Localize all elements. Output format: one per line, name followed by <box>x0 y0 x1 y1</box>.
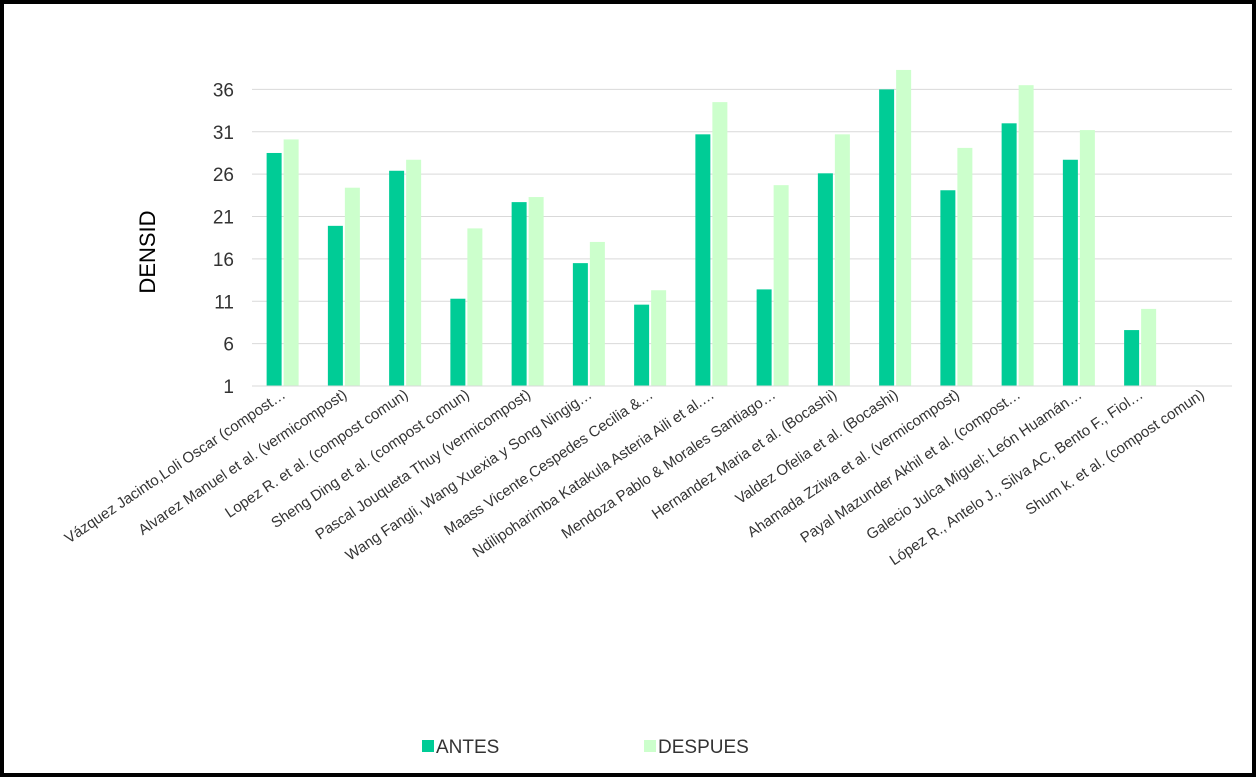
legend-swatch-despues <box>644 740 656 752</box>
legend: ANTES DESPUES <box>422 737 749 758</box>
bar-despues-7 <box>712 102 728 386</box>
y-tick-label: 21 <box>213 208 234 229</box>
y-tick-label: 11 <box>214 292 234 313</box>
bar-despues-10 <box>896 69 912 386</box>
x-axis-labels: Vázquez Jacinto,Loli Oscar (compost…Alva… <box>62 386 1208 569</box>
legend-label-despues: DESPUES <box>658 737 749 758</box>
bar-antes-6 <box>634 304 650 386</box>
bar-despues-1 <box>344 187 360 386</box>
bar-antes-9 <box>817 173 833 386</box>
y-tick-label: 1 <box>223 377 234 398</box>
y-tick-label: 6 <box>223 335 234 356</box>
bar-antes-14 <box>1124 330 1140 386</box>
bar-despues-6 <box>651 290 667 386</box>
legend-label-antes: ANTES <box>436 737 499 758</box>
bar-despues-5 <box>589 241 605 386</box>
y-tick-label: 31 <box>213 123 234 144</box>
bar-despues-2 <box>406 159 422 386</box>
bar-antes-11 <box>940 190 956 386</box>
y-tick-label: 16 <box>213 250 234 271</box>
y-tick-label: 26 <box>213 165 234 186</box>
bar-antes-0 <box>266 152 282 386</box>
bar-despues-8 <box>773 185 789 386</box>
bars <box>266 69 1157 387</box>
bar-despues-13 <box>1079 130 1095 386</box>
y-axis-label: DENSID <box>135 210 160 293</box>
bar-antes-8 <box>756 289 772 386</box>
bar-antes-4 <box>511 202 527 386</box>
bar-antes-5 <box>572 263 588 386</box>
bar-despues-3 <box>467 228 483 386</box>
bar-antes-12 <box>1001 123 1017 386</box>
bar-despues-11 <box>957 147 973 386</box>
bar-antes-7 <box>695 134 711 386</box>
y-tick-label: 36 <box>213 80 234 101</box>
bar-despues-0 <box>283 139 299 386</box>
bar-despues-4 <box>528 197 544 386</box>
bar-antes-10 <box>879 89 895 386</box>
bar-antes-1 <box>327 225 343 386</box>
x-tick-label: Payal Mazunder Akhil et al. (compost… <box>797 386 1024 546</box>
x-tick-label: Vázquez Jacinto,Loli Oscar (compost… <box>62 386 289 547</box>
bar-despues-9 <box>834 134 850 386</box>
bar-antes-2 <box>389 170 405 386</box>
bar-antes-13 <box>1062 159 1078 386</box>
legend-swatch-antes <box>422 740 434 752</box>
bar-despues-12 <box>1018 85 1034 387</box>
bar-antes-3 <box>450 298 466 386</box>
bar-despues-14 <box>1141 308 1157 386</box>
